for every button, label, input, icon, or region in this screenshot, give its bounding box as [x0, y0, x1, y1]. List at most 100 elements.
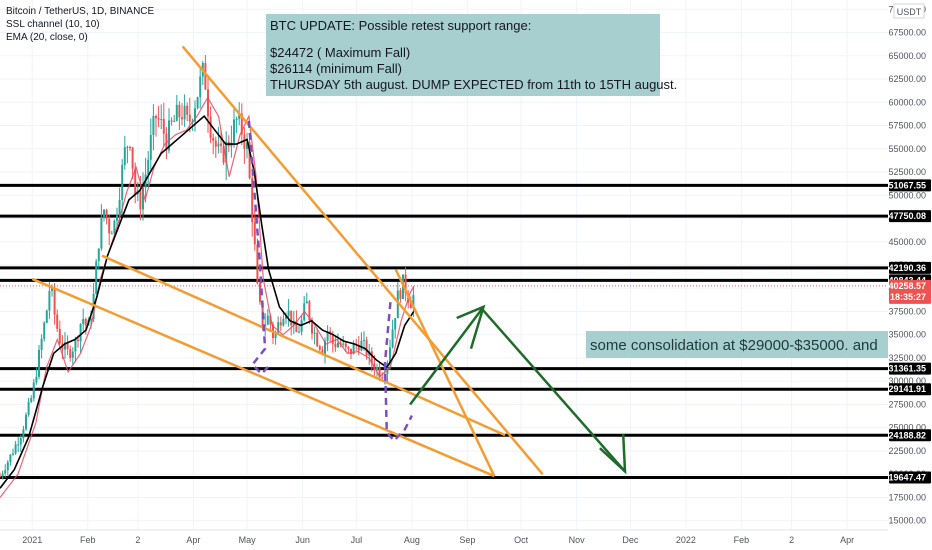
candle-body	[381, 377, 384, 379]
time-axis: 2021 Feb 2 Apr May Jun Jul Aug Sep Oct Nov Dec 2022 F…	[22, 535, 854, 545]
candle-body	[220, 143, 222, 146]
level-price-tag-label: 29141.91	[888, 384, 926, 394]
price-tick-label: 60000.00	[888, 97, 926, 107]
level-price-tag-label: 47750.08	[888, 211, 926, 221]
candle-body	[394, 318, 397, 330]
annotation-line-1: BTC UPDATE: Possible retest support rang…	[270, 18, 531, 33]
candle-body	[269, 315, 272, 325]
candle-body	[123, 147, 126, 165]
price-tick-label: 57500.00	[888, 121, 926, 131]
legend-symbol: Bitcoin / TetherUS, 1D, BINANCE	[6, 6, 155, 17]
annotation-box[interactable]	[266, 14, 660, 96]
candle-body	[48, 290, 51, 311]
candle-body	[253, 222, 256, 245]
level-price-tag-label: 42190.36	[888, 263, 926, 273]
price-tick-label: 52500.00	[888, 167, 926, 177]
candle-body	[409, 302, 412, 309]
candle-body	[305, 301, 308, 304]
candle-body	[131, 147, 134, 169]
candle-body	[321, 349, 324, 355]
drawings	[31, 45, 627, 478]
candle-body	[248, 142, 251, 179]
candle-body	[331, 333, 334, 344]
candle-body	[113, 220, 116, 234]
time-tick-label: Nov	[569, 535, 586, 545]
candle-body	[277, 322, 280, 333]
candle-body	[56, 314, 59, 329]
candle-body	[214, 140, 217, 147]
price-tick-label: 65000.00	[888, 51, 926, 61]
price-tick-label: 27500.00	[888, 399, 926, 409]
candle-body	[27, 401, 30, 415]
candle-body	[264, 324, 267, 327]
price-tick-label: 30000.00	[888, 376, 926, 386]
candle-body	[287, 310, 290, 317]
candle-body	[181, 117, 183, 120]
legend-ema: EMA (20, close, 0)	[6, 32, 88, 43]
green-up-arrow	[409, 306, 485, 406]
candle-body	[212, 137, 215, 141]
candle-body	[370, 351, 373, 364]
ssl-channel-line	[0, 96, 415, 498]
level-price-tag-label: 31361.35	[888, 364, 926, 374]
annotation-line-5: THURSDAY 5th august. DUMP EXPECTED from …	[270, 77, 677, 92]
candle-body	[25, 414, 27, 430]
candle-body	[170, 120, 173, 122]
legend-ssl: SSL channel (10, 10)	[6, 19, 100, 30]
time-tick-label: Feb	[80, 535, 96, 545]
time-tick-label: 2022	[676, 535, 696, 545]
level-price-tag	[889, 261, 931, 274]
candle-body	[324, 340, 326, 355]
candle-body	[51, 288, 53, 291]
candle-body	[30, 398, 33, 402]
candle-body	[157, 118, 160, 120]
candle-body	[285, 316, 287, 319]
time-tick-label: May	[239, 535, 257, 545]
candle-body	[240, 113, 243, 135]
candle-body	[38, 349, 40, 377]
time-tick-label: Sep	[459, 535, 475, 545]
candle-body	[1, 473, 4, 477]
candle-body	[100, 217, 103, 249]
candle-body	[235, 118, 238, 120]
candle-body	[311, 320, 313, 334]
level-price-tag-label: 51067.55	[888, 180, 926, 190]
candle-body	[32, 382, 35, 399]
currency-badge[interactable]	[893, 3, 925, 19]
candle-body	[318, 346, 321, 350]
candle-body	[173, 120, 176, 122]
candle-body	[110, 233, 113, 235]
candle-body	[308, 301, 311, 321]
candle-body	[396, 290, 399, 319]
green-down-arrow-head	[599, 434, 627, 475]
candle-body	[326, 331, 329, 341]
price-tick-label: 32500.00	[888, 353, 926, 363]
candle-body	[282, 318, 285, 326]
candle-body	[266, 315, 269, 325]
candle-body	[45, 310, 48, 323]
orange-trendline	[181, 45, 544, 476]
candle-body	[290, 310, 293, 326]
candle-body	[134, 168, 137, 195]
candle-body	[259, 283, 261, 302]
currency-label: USDT	[897, 7, 922, 17]
orange-trendline	[394, 269, 496, 477]
candle-body	[404, 274, 407, 294]
candle-body	[139, 190, 142, 210]
orange-trendline	[31, 277, 495, 478]
price-tick-label: 37500.00	[888, 306, 926, 316]
candle-body	[391, 329, 394, 348]
candle-body	[14, 444, 17, 454]
candle-body	[17, 444, 20, 446]
consolidation-box[interactable]	[586, 331, 888, 358]
candle-body	[0, 476, 1, 478]
candle-body	[84, 318, 87, 326]
time-tick-label: 2	[135, 535, 140, 545]
candle-body	[194, 108, 196, 122]
level-price-tag	[889, 210, 931, 223]
candle-body	[399, 290, 402, 299]
time-tick-label: Dec	[622, 535, 639, 545]
price-tick-label: 67500.00	[888, 28, 926, 38]
candle-body	[298, 331, 300, 333]
